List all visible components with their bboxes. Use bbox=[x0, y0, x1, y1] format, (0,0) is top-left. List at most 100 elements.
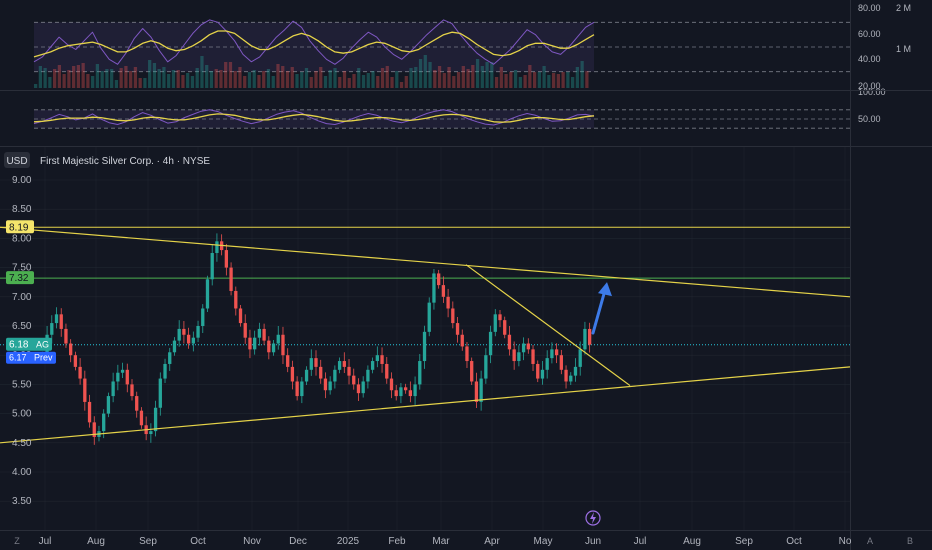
candle-body bbox=[347, 366, 351, 376]
price-tick: 4.50 bbox=[12, 438, 32, 449]
candle-body bbox=[465, 346, 469, 362]
volume-bar bbox=[566, 72, 570, 88]
volume-bar bbox=[504, 74, 508, 88]
candle-body bbox=[342, 361, 346, 367]
volume-bar bbox=[570, 77, 575, 88]
price-tick: 7.50 bbox=[12, 263, 32, 274]
candle-body bbox=[83, 378, 87, 402]
zoom-reset-button[interactable]: Z bbox=[14, 536, 20, 546]
time-tick: Aug bbox=[87, 536, 105, 547]
indicator-1-lines bbox=[33, 19, 595, 65]
candle-body bbox=[323, 378, 328, 391]
volume-bar bbox=[537, 72, 541, 88]
candle-body bbox=[427, 302, 431, 332]
candle-body bbox=[191, 337, 195, 344]
currency-label: USD bbox=[6, 156, 27, 167]
candle-body bbox=[474, 381, 479, 402]
candle-body bbox=[271, 343, 276, 353]
log-scale-button[interactable]: B bbox=[907, 536, 913, 546]
volume-bars bbox=[34, 55, 589, 88]
volume-bar bbox=[428, 62, 432, 88]
price-tick: 8.00 bbox=[12, 233, 32, 244]
event-flash-icon[interactable] bbox=[585, 510, 601, 526]
candle-body bbox=[257, 328, 262, 338]
price-tick: 6.50 bbox=[12, 321, 32, 332]
indicator-2-lines bbox=[33, 109, 595, 126]
indicator-1-tick: 80.00 bbox=[858, 3, 881, 13]
time-tick: Mar bbox=[432, 536, 450, 547]
price-tick: 3.50 bbox=[12, 496, 32, 507]
volume-bar bbox=[551, 73, 556, 88]
level-tag-upper: 8.19 bbox=[9, 222, 29, 233]
currency-badge[interactable] bbox=[4, 152, 30, 168]
price-tick: 9.00 bbox=[12, 175, 32, 186]
candle-body bbox=[139, 410, 144, 426]
volume-bar bbox=[385, 66, 389, 88]
lower-trendline bbox=[0, 366, 851, 444]
candle-body bbox=[578, 349, 582, 367]
candle-body bbox=[583, 328, 587, 350]
auto-scale-button[interactable]: A bbox=[867, 536, 873, 546]
candle-body bbox=[536, 363, 540, 379]
candle-body bbox=[559, 355, 563, 370]
prev-price-value: 6.17 bbox=[9, 353, 27, 363]
candle-body bbox=[333, 369, 337, 382]
candle-body bbox=[69, 343, 73, 356]
volume-bar bbox=[357, 68, 361, 88]
time-tick: Sep bbox=[139, 536, 157, 547]
volume-bar bbox=[347, 78, 351, 88]
candle-body bbox=[422, 331, 427, 362]
volume-bar bbox=[319, 67, 323, 88]
candle-body bbox=[498, 314, 502, 321]
volume-bar bbox=[81, 63, 85, 88]
candle-body bbox=[267, 340, 271, 353]
volume-bar bbox=[186, 73, 190, 88]
volume-bar bbox=[224, 62, 228, 88]
volume-bar bbox=[404, 76, 408, 88]
candle-body bbox=[102, 413, 106, 432]
candle-body bbox=[573, 366, 578, 376]
volume-bar bbox=[133, 67, 138, 88]
volume-bar bbox=[542, 66, 546, 88]
candle-body bbox=[479, 378, 483, 402]
candle-body bbox=[253, 337, 257, 350]
volume-tick: 2 M bbox=[896, 3, 911, 13]
candle-body bbox=[73, 355, 78, 367]
volume-bar bbox=[62, 74, 66, 88]
candle-body bbox=[521, 343, 526, 353]
candle-body bbox=[503, 320, 507, 335]
volume-bar bbox=[43, 68, 47, 88]
volume-bar bbox=[91, 76, 95, 88]
volume-bar bbox=[532, 72, 537, 88]
candle-body bbox=[337, 361, 342, 370]
candle-body bbox=[460, 334, 464, 347]
volume-bar bbox=[34, 84, 38, 88]
candle-body bbox=[432, 273, 436, 303]
volume-bar bbox=[195, 68, 199, 88]
volume-bar bbox=[437, 66, 442, 88]
volume-bar bbox=[556, 74, 560, 88]
candle-body bbox=[153, 407, 158, 432]
candle-body bbox=[394, 390, 398, 397]
volume-bar bbox=[585, 71, 589, 88]
candle-body bbox=[587, 328, 592, 345]
volume-bar bbox=[300, 72, 304, 88]
candle-body bbox=[59, 314, 63, 329]
candle-body bbox=[276, 334, 280, 344]
candle-body bbox=[540, 369, 545, 379]
candle-body bbox=[196, 326, 200, 338]
volume-bar bbox=[480, 66, 484, 88]
volume-bar bbox=[243, 76, 247, 88]
candle-body bbox=[229, 267, 233, 291]
time-tick: Aug bbox=[683, 536, 701, 547]
wedge-top-trendline bbox=[465, 264, 631, 387]
candle-body bbox=[564, 369, 568, 382]
candle-body bbox=[366, 369, 370, 382]
volume-bar bbox=[471, 65, 475, 88]
volume-bar bbox=[395, 71, 399, 88]
rsi-ma-line bbox=[33, 113, 595, 123]
time-axis-ticks: Jul Aug Sep Oct Nov Dec 2025 Feb Mar Apr May Jun Jul… bbox=[39, 536, 852, 547]
candle-body bbox=[238, 308, 243, 324]
prev-price-tag-bg bbox=[6, 351, 56, 364]
volume-bar bbox=[228, 62, 233, 88]
